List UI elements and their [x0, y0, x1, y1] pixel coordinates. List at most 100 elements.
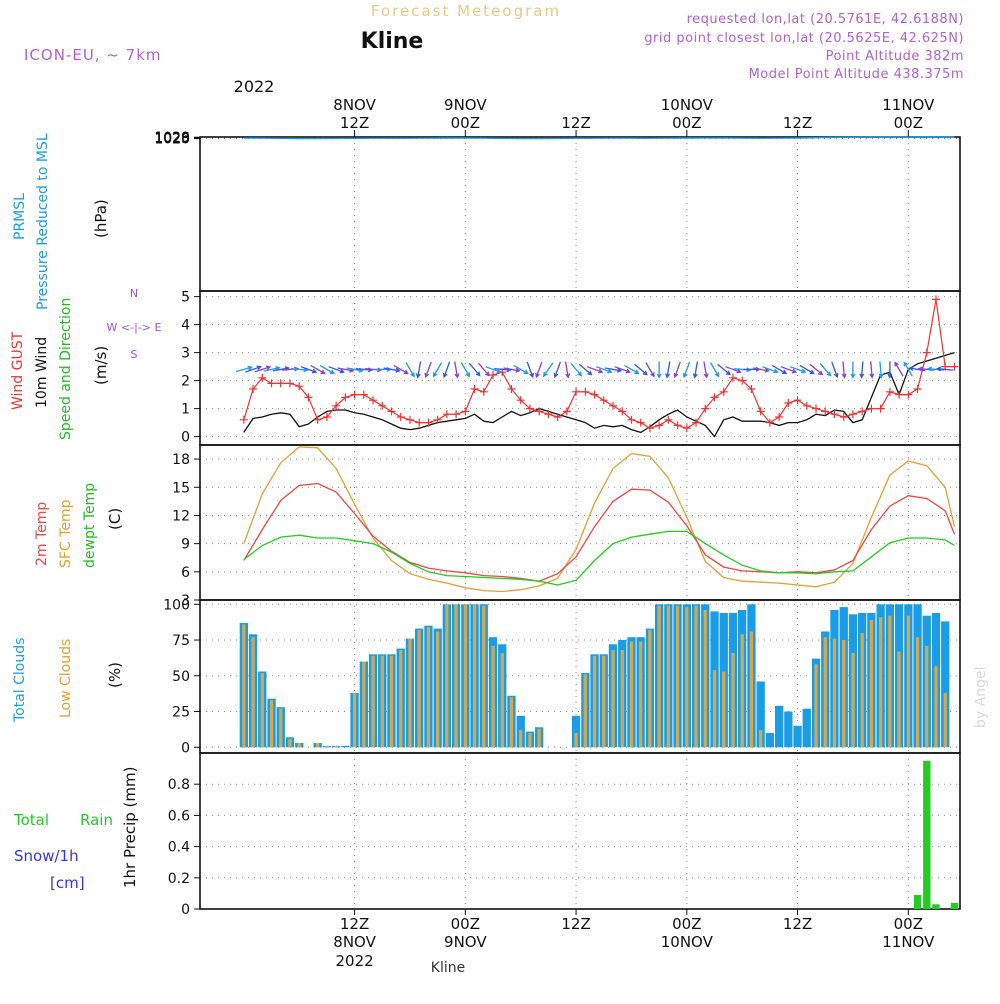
gust-marker [775, 413, 784, 421]
bottom-axis-hour: 00Z [451, 915, 480, 933]
gust-marker [802, 401, 811, 410]
y-tick-label: 50 [172, 669, 190, 685]
wind-direction-arrow [908, 366, 926, 372]
wind-direction-arrow [809, 363, 824, 376]
wind-direction-arrow [703, 361, 709, 379]
gust-marker [415, 418, 424, 427]
gust-marker [608, 401, 617, 410]
gust-marker [350, 390, 359, 399]
wind-direction-arrow [878, 361, 884, 379]
gust-marker [664, 415, 673, 424]
top-axis-day: 10NOV [661, 96, 714, 114]
low-cloud-bar [943, 692, 947, 748]
bottom-axis-hour: 00Z [894, 915, 923, 933]
y-tick-label: 0.6 [168, 808, 190, 824]
gust-marker [655, 421, 664, 430]
low-cloud-bar [574, 733, 578, 748]
temp-unit: (C) [106, 508, 124, 530]
gust-marker [359, 390, 368, 399]
low-cloud-bar [399, 650, 403, 748]
wind-direction-arrow [535, 361, 543, 379]
y-tick-label: 18 [172, 452, 190, 468]
low-cloud-bar [334, 745, 338, 748]
model-altitude: Model Point Altitude 438.375m [749, 67, 964, 82]
y-tick-label: 100 [163, 597, 190, 613]
wind-direction-arrow [415, 361, 422, 379]
low-cloud-bar [371, 655, 375, 748]
wind-direction-arrow [717, 363, 731, 376]
low-cloud-bar [426, 627, 431, 748]
y-tick-label: 1023 [154, 131, 190, 147]
total-cloud-bar [793, 725, 802, 748]
bottom-axis-hour: 00Z [672, 915, 701, 933]
prmsl-label: PRMSL [12, 193, 28, 240]
y-tick-label: 0 [181, 740, 190, 756]
gust-marker [950, 362, 959, 371]
total-cloud-bar [756, 681, 765, 748]
footer-location: Kline [431, 960, 465, 976]
gust-marker [922, 348, 931, 357]
wind-direction-arrow [595, 366, 613, 374]
gust-marker [932, 295, 941, 304]
wind-direction-arrow [771, 364, 788, 375]
low-cloud-bar [934, 665, 938, 748]
rain-label-b: Rain [80, 811, 113, 829]
low-cloud-bar [731, 652, 735, 748]
gust-marker [249, 385, 258, 393]
gust-marker [728, 373, 737, 382]
wind-direction-arrow [393, 364, 409, 375]
gust-marker [830, 410, 839, 419]
gust-marker [719, 387, 728, 396]
wind-direction-arrow [454, 361, 460, 379]
temp-labels: 2m Temp SFC Temp dewpt Temp (C) [34, 483, 124, 568]
wind-direction-arrow [709, 362, 720, 378]
wind-direction-arrow [692, 361, 699, 379]
y-tick-label: 0.8 [168, 777, 190, 793]
low-cloud-bar [352, 692, 357, 748]
gust-marker [895, 390, 904, 399]
gust-marker [793, 396, 802, 405]
y-tick-label: 12 [172, 508, 190, 524]
wind-direction-arrow [850, 361, 856, 379]
low-cloud-bar [648, 630, 652, 748]
gust-marker [525, 404, 534, 413]
low-cloud-bar [740, 634, 744, 748]
gust-marker [369, 396, 378, 405]
gust-marker [544, 410, 553, 419]
low-cloud-bar [380, 655, 384, 748]
y-tick-label: 5 [181, 290, 190, 306]
low-cloud-bar [657, 605, 661, 748]
dewpoint-line [243, 530, 955, 586]
wind-direction-arrow [926, 366, 945, 372]
sfc-label: SFC Temp [58, 499, 74, 568]
gust-marker [332, 401, 341, 410]
gust-marker [387, 407, 396, 416]
gust-marker [295, 382, 304, 391]
wind-direction-arrow [553, 361, 562, 379]
bottom-axis-hour: 12Z [783, 915, 812, 933]
wind-direction-arrow [586, 366, 604, 374]
gust-marker [682, 424, 691, 433]
gust-marker [867, 404, 876, 413]
wind-direction-arrow [682, 361, 691, 379]
bottom-axis-hour: 12Z [340, 915, 369, 933]
top-axis-hour: 12Z [561, 114, 590, 132]
compass-s: S [131, 348, 138, 361]
low-cloud-bar [685, 607, 689, 748]
wind-direction-arrow [424, 361, 432, 379]
low-cloud-bar [906, 615, 910, 748]
watermark: by Angel [973, 667, 989, 728]
y-tick-label: 3 [181, 346, 190, 362]
bottom-axis-hour: 12Z [561, 915, 590, 933]
low-cloud-bar [860, 632, 864, 748]
wind-direction-arrow [245, 365, 262, 373]
low-cloud-bar [389, 655, 394, 748]
wind-direction-arrow [673, 361, 681, 379]
y-tick-label: 0.2 [168, 871, 190, 887]
gust-marker [710, 393, 719, 402]
top-axis-day: 11NOV [882, 96, 935, 114]
total-cloud-bar [571, 715, 581, 748]
dew-label: dewpt Temp [82, 483, 98, 568]
gust-marker [812, 404, 821, 413]
wind-direction-arrow [578, 363, 593, 376]
